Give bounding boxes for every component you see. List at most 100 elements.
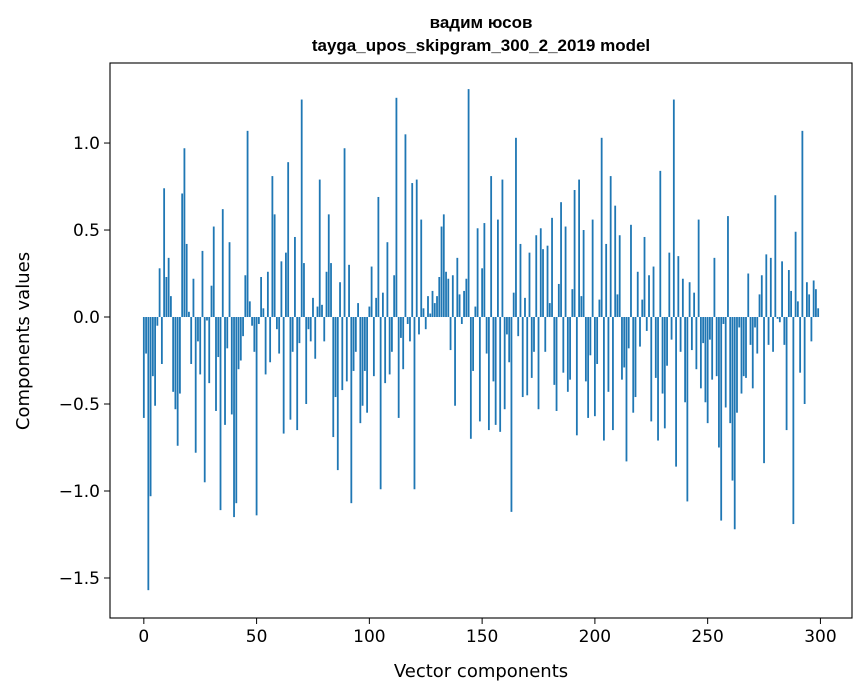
bar <box>228 242 231 318</box>
bar <box>648 275 650 318</box>
bar <box>690 317 693 351</box>
bar <box>350 317 353 504</box>
bar <box>454 317 456 406</box>
bar <box>677 256 680 318</box>
bar <box>158 268 161 318</box>
bar <box>298 317 301 344</box>
bar <box>659 170 662 318</box>
bar <box>451 275 454 318</box>
bar <box>235 317 238 504</box>
bar <box>794 231 797 318</box>
bar <box>521 317 524 398</box>
bar <box>551 217 553 318</box>
bar <box>181 193 184 318</box>
bar <box>524 297 526 318</box>
bar <box>751 317 754 389</box>
bar <box>767 317 770 345</box>
bar <box>571 289 574 318</box>
bar <box>465 278 468 318</box>
bar <box>693 292 696 318</box>
bar <box>702 317 705 344</box>
bar <box>745 317 747 378</box>
bar <box>345 317 348 382</box>
bar <box>566 317 569 392</box>
bar <box>711 317 714 380</box>
bar <box>381 292 384 318</box>
bar <box>330 263 332 318</box>
bar <box>519 243 522 318</box>
bar <box>397 317 400 418</box>
x-tick-label: 150 <box>466 627 498 647</box>
bar <box>781 261 783 318</box>
bar <box>404 134 407 318</box>
bar <box>778 317 781 323</box>
bar <box>765 254 768 318</box>
bar <box>221 209 224 318</box>
bar <box>321 304 323 318</box>
bar <box>366 317 368 413</box>
bar <box>438 277 441 318</box>
bar <box>616 294 619 318</box>
bar <box>805 282 808 318</box>
bar <box>603 317 605 441</box>
bar <box>666 317 668 366</box>
bar <box>790 290 792 318</box>
bar <box>740 317 743 394</box>
bar <box>215 317 217 411</box>
bar <box>440 226 443 318</box>
bar <box>652 266 655 318</box>
bar <box>395 97 398 318</box>
bar <box>176 317 179 446</box>
bar <box>269 317 272 363</box>
bar <box>379 317 382 490</box>
bar <box>713 257 716 318</box>
bar <box>548 303 551 318</box>
bar <box>359 317 362 424</box>
bar <box>219 317 222 511</box>
bar <box>201 250 204 318</box>
bar <box>149 317 152 497</box>
bar <box>668 252 671 318</box>
bar <box>738 317 741 328</box>
bar <box>188 311 190 318</box>
bar <box>578 179 580 318</box>
bar <box>600 137 603 318</box>
bar <box>348 264 350 318</box>
bar <box>237 317 240 370</box>
bar <box>670 317 673 340</box>
bar <box>357 303 359 318</box>
bar <box>449 317 452 351</box>
y-tick-label: −0.5 <box>59 395 100 415</box>
bar <box>160 317 163 364</box>
bar <box>530 317 533 378</box>
bar <box>413 317 416 490</box>
bar <box>803 317 806 404</box>
bar <box>560 202 562 318</box>
bar <box>377 196 380 318</box>
bar <box>420 219 423 318</box>
bar <box>580 296 583 318</box>
bar <box>472 317 474 371</box>
bar <box>515 137 517 318</box>
bar <box>492 317 495 382</box>
bar <box>729 317 732 424</box>
bar <box>264 317 267 375</box>
bar <box>469 317 472 439</box>
bar <box>341 317 344 391</box>
bar <box>756 317 759 354</box>
bar <box>661 317 664 394</box>
bar <box>564 226 567 318</box>
bar <box>742 317 745 377</box>
bar <box>375 297 378 318</box>
bar <box>575 317 578 436</box>
bar <box>246 130 249 318</box>
bar <box>699 317 702 389</box>
x-tick-label: 50 <box>246 627 268 647</box>
x-tick-label: 200 <box>579 627 611 647</box>
bar <box>445 271 447 318</box>
bar <box>352 317 355 371</box>
bar <box>285 252 287 318</box>
bar <box>253 317 256 352</box>
bar <box>641 299 644 318</box>
bar <box>632 317 635 413</box>
